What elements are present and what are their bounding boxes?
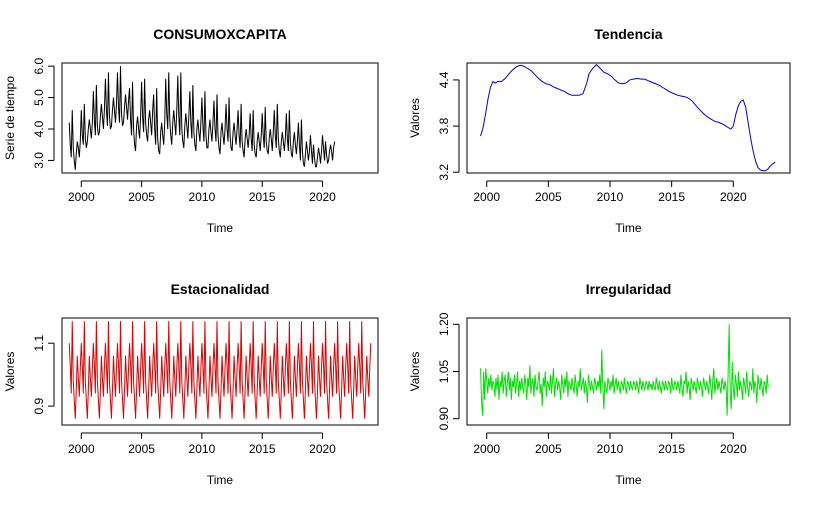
x-tick-label: 2010 — [189, 190, 216, 204]
x-axis-label: Time — [615, 473, 642, 487]
series-line — [68, 66, 336, 170]
x-axis-label: Time — [615, 221, 642, 235]
y-tick-label: 5.0 — [32, 89, 46, 106]
x-tick-label: 2020 — [309, 442, 336, 456]
y-axis-label: Valores — [3, 352, 17, 392]
x-tick-label: 2020 — [720, 442, 747, 456]
x-axis-label: Time — [207, 221, 234, 235]
chart-panel-3: Estacionalidad 2000 2005 2010 2015 2020 0.9 1.1… — [3, 281, 379, 487]
x-tick-label: 2005 — [535, 442, 562, 456]
y-tick-label: 3.2 — [437, 164, 451, 181]
plot-frame — [466, 62, 791, 174]
x-tick-label: 2010 — [189, 442, 216, 456]
x-tick-label: 2020 — [309, 190, 336, 204]
y-tick-label: 0.9 — [32, 397, 46, 414]
y-tick-label: 1.1 — [32, 335, 46, 352]
chart-panel-2: Tendencia 2000 2005 2010 2015 2020 3.2 3.8 4.4 Ti… — [408, 26, 791, 235]
y-axis-label: Valores — [408, 352, 422, 392]
chart-title: CONSUMOXCAPITA — [153, 26, 287, 42]
y-tick-label: 1.05 — [437, 359, 451, 383]
y-tick-label: 6.0 — [32, 57, 46, 74]
x-tick-label: 2005 — [128, 190, 155, 204]
x-tick-label: 2000 — [473, 190, 500, 204]
x-tick-label: 2020 — [720, 190, 747, 204]
y-tick-label: 1.20 — [437, 312, 451, 336]
x-tick-label: 2015 — [658, 442, 685, 456]
x-axis-label: Time — [207, 473, 234, 487]
x-tick-label: 2005 — [128, 442, 155, 456]
chart-title: Irregularidad — [586, 281, 672, 297]
series-line — [68, 321, 372, 419]
y-axis-label: Valores — [408, 98, 422, 138]
x-tick-label: 2010 — [597, 442, 624, 456]
y-tick-label: 4.0 — [32, 120, 46, 137]
chart-title: Tendencia — [594, 26, 662, 42]
x-tick-label: 2015 — [249, 442, 276, 456]
plot-frame — [466, 317, 791, 426]
y-axis-label: Serie de tiempo — [3, 76, 17, 160]
x-tick-label: 2010 — [597, 190, 624, 204]
chart-panel-4: Irregularidad 2000 2005 2010 2015 2020 0.90 1.0… — [408, 281, 791, 487]
plot-frame — [61, 62, 379, 174]
x-tick-label: 2015 — [249, 190, 276, 204]
series-line — [480, 324, 769, 416]
plot-frame — [61, 317, 379, 426]
x-tick-label: 2015 — [658, 190, 685, 204]
y-tick-label: 3.8 — [437, 117, 451, 134]
x-tick-label: 2000 — [68, 442, 95, 456]
y-tick-label: 3.0 — [32, 152, 46, 169]
y-tick-label: 0.90 — [437, 407, 451, 431]
chart-title: Estacionalidad — [171, 281, 270, 297]
series-line — [480, 63, 776, 172]
x-tick-label: 2005 — [535, 190, 562, 204]
y-tick-label: 4.4 — [437, 71, 451, 88]
x-tick-label: 2000 — [68, 190, 95, 204]
chart-panel-1: CONSUMOXCAPITA 2000 2005 2010 2015 2020 3.0 4.0… — [3, 26, 379, 235]
x-tick-label: 2000 — [473, 442, 500, 456]
